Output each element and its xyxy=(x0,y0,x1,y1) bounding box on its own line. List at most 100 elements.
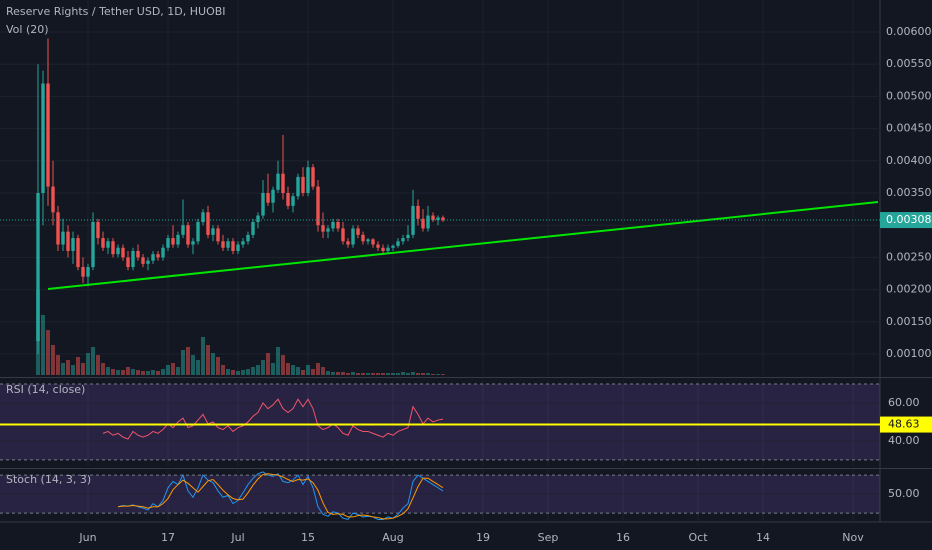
volume-bar xyxy=(441,374,445,375)
candle-body xyxy=(411,205,415,235)
volume-bar xyxy=(416,373,420,375)
volume-bar xyxy=(171,363,175,375)
candle-body xyxy=(136,250,140,258)
candle-body xyxy=(51,186,55,213)
volume-bar xyxy=(156,371,160,375)
indicator-line xyxy=(117,473,444,520)
volume-bar xyxy=(96,355,100,375)
candle-body xyxy=(391,245,395,248)
candle-body xyxy=(431,215,435,221)
x-tick-label: Jun xyxy=(78,531,96,544)
candle-body xyxy=(126,257,130,268)
volume-bar xyxy=(101,363,105,375)
x-tick-label: 17 xyxy=(161,531,175,544)
x-tick-label: 15 xyxy=(301,531,315,544)
candle-body xyxy=(321,225,325,232)
volume-bar xyxy=(181,350,185,375)
volume-bar xyxy=(331,372,335,375)
x-tick-label: 19 xyxy=(476,531,490,544)
volume-bar xyxy=(391,373,395,375)
candle-body xyxy=(101,238,105,248)
volume-bar xyxy=(271,363,275,375)
candle-body xyxy=(381,247,385,251)
volume-bar xyxy=(346,373,350,375)
volume-bar xyxy=(366,373,370,375)
candle-body xyxy=(146,260,150,264)
candle-body xyxy=(366,239,370,242)
last-price-label: 0.003080 xyxy=(886,213,932,226)
volume-bar xyxy=(211,353,215,375)
volume-bar xyxy=(266,353,270,375)
candle-body xyxy=(206,212,210,235)
volume-bar xyxy=(71,365,75,375)
volume-bar xyxy=(221,365,225,375)
candle-body xyxy=(286,193,290,206)
volume-bar xyxy=(251,367,255,375)
volume-bar xyxy=(111,369,115,375)
candle-body xyxy=(71,238,75,251)
volume-bar xyxy=(321,367,325,375)
volume-bar xyxy=(421,373,425,375)
candle-body xyxy=(416,205,420,219)
volume-bar xyxy=(296,367,300,375)
candle-body xyxy=(276,173,280,190)
volume-bar xyxy=(41,315,45,375)
candle-body xyxy=(46,83,50,187)
candle-body xyxy=(271,189,275,203)
candle-body xyxy=(171,238,175,245)
candle-body xyxy=(201,212,205,222)
y-tick-label: 40.00 xyxy=(888,434,920,447)
volume-bar xyxy=(261,360,265,375)
candle-body xyxy=(236,244,240,251)
volume-bar xyxy=(236,371,240,375)
candle-body xyxy=(76,238,80,268)
candle-body xyxy=(216,228,220,242)
candle-body xyxy=(116,247,120,255)
x-tick-label: Nov xyxy=(842,531,864,544)
volume-bar xyxy=(431,374,435,375)
candle-body xyxy=(326,228,330,232)
x-tick-label: Aug xyxy=(382,531,403,544)
volume-bar xyxy=(186,347,190,375)
candle-body xyxy=(106,241,110,248)
candle-body xyxy=(401,238,405,242)
y-tick-label: 50.00 xyxy=(888,487,920,500)
volume-bar xyxy=(291,365,295,375)
candle-body xyxy=(311,167,315,187)
volume-bar xyxy=(371,373,375,375)
volume-bar xyxy=(286,363,290,375)
volume-bar xyxy=(361,373,365,375)
volume-bar xyxy=(376,373,380,375)
candle-body xyxy=(341,228,345,242)
y-tick-label: 60.00 xyxy=(888,396,920,409)
volume-bar xyxy=(151,370,155,375)
volume-bar xyxy=(316,363,320,375)
candle-body xyxy=(361,234,365,242)
volume-bar xyxy=(146,371,150,375)
candle-body xyxy=(301,176,305,194)
volume-bar xyxy=(246,369,250,375)
candle-body xyxy=(376,244,380,248)
candle-body xyxy=(356,228,360,235)
candle-body xyxy=(316,186,320,226)
volume-bar xyxy=(106,367,110,375)
candle-body xyxy=(211,228,215,235)
volume-bar xyxy=(426,373,430,375)
candle-body xyxy=(176,234,180,245)
hline-box xyxy=(880,416,932,433)
volume-bar xyxy=(121,370,125,375)
x-tick-label: Sep xyxy=(538,531,559,544)
candle-body xyxy=(121,247,125,258)
x-tick-label: 16 xyxy=(616,531,630,544)
volume-bar xyxy=(86,353,90,375)
volume-bar xyxy=(196,360,200,375)
volume-bar xyxy=(326,371,330,375)
volume-bar xyxy=(336,372,340,375)
candle-body xyxy=(306,167,310,194)
